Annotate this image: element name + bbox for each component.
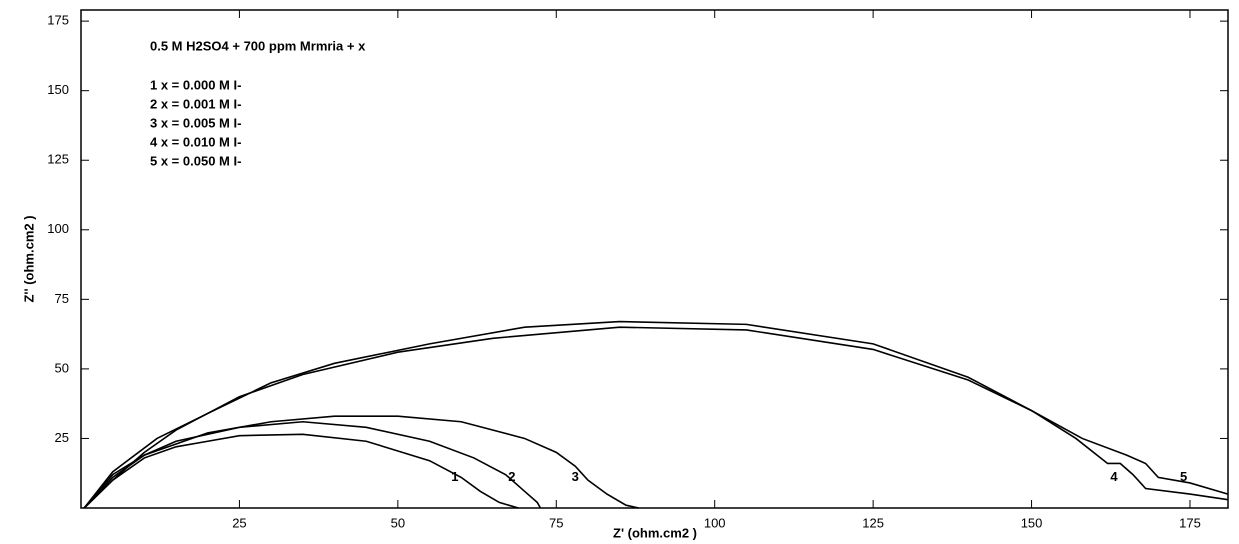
- curve-label: 1: [451, 469, 458, 484]
- y-tick-label: 25: [55, 430, 69, 445]
- legend-entry: 5 x = 0.050 M I-: [150, 153, 241, 168]
- x-tick-label: 25: [232, 515, 246, 530]
- series-line: [83, 326, 1229, 509]
- y-tick-label: 75: [55, 291, 69, 306]
- legend-entry: 2 x = 0.001 M I-: [150, 96, 241, 111]
- legend-entry: 3 x = 0.005 M I-: [150, 115, 241, 130]
- chart-title: 0.5 M H2SO4 + 700 ppm Mrmria + x: [150, 38, 366, 53]
- y-tick-label: 125: [47, 152, 69, 167]
- plot-frame: [80, 9, 1229, 509]
- curve-label: 3: [572, 469, 579, 484]
- x-axis-label: Z' (ohm.cm2 ): [613, 525, 697, 540]
- x-tick-label: 75: [549, 515, 563, 530]
- x-tick-label: 175: [1179, 515, 1201, 530]
- y-axis-label: Z'' (ohm.cm2 ): [21, 215, 36, 302]
- curve-label: 2: [508, 469, 515, 484]
- x-tick-label: 50: [391, 515, 405, 530]
- series-line: [83, 415, 639, 509]
- curve-label: 5: [1180, 469, 1187, 484]
- series-line: [83, 320, 1229, 509]
- y-tick-label: 175: [47, 13, 69, 28]
- y-tick-label: 100: [47, 221, 69, 236]
- series-line: [83, 433, 519, 509]
- curve-label: 4: [1110, 469, 1118, 484]
- x-tick-label: 150: [1021, 515, 1043, 530]
- x-tick-label: 125: [862, 515, 884, 530]
- x-tick-label: 100: [704, 515, 726, 530]
- legend-entry: 4 x = 0.010 M I-: [150, 134, 241, 149]
- y-tick-label: 150: [47, 82, 69, 97]
- y-tick-label: 50: [55, 360, 69, 375]
- legend-entry: 1 x = 0.000 M I-: [150, 77, 241, 92]
